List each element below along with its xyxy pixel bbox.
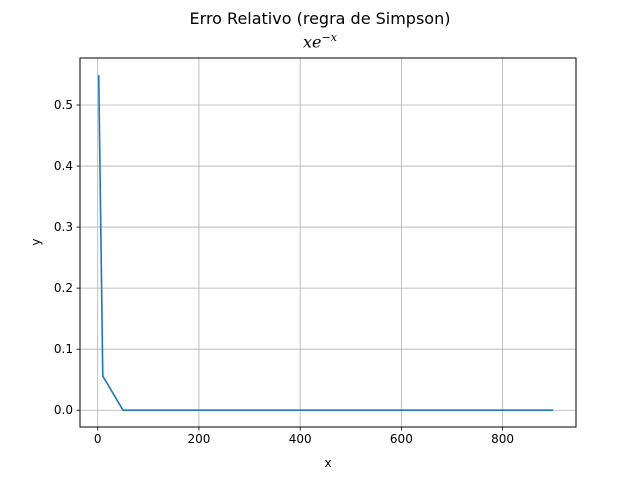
y-tick-label: 0.2 <box>54 281 73 295</box>
y-tick-label: 0.5 <box>54 98 73 112</box>
subtitle-exponent: −x <box>321 31 337 44</box>
series-group <box>97 75 554 412</box>
axes-frame <box>79 57 577 428</box>
grid-lines <box>80 58 576 427</box>
y-tick-label: 0.1 <box>54 342 73 356</box>
x-tick-label: 600 <box>390 432 413 446</box>
y-tick-label: 0.0 <box>54 403 73 417</box>
y-ticks: 0.0 0.1 0.2 0.3 0.4 0.5 <box>54 98 80 417</box>
x-tick-label: 800 <box>491 432 514 446</box>
chart-subtitle: xe−x <box>0 31 640 51</box>
x-tick-label: 0 <box>94 432 102 446</box>
chart-title: Erro Relativo (regra de Simpson) <box>189 9 451 28</box>
x-ticks: 0 200 400 600 800 <box>94 427 514 446</box>
series-line <box>97 75 554 412</box>
y-axis-label: y <box>29 238 43 245</box>
x-tick-label: 400 <box>289 432 312 446</box>
subtitle-base: xe <box>303 32 322 52</box>
y-tick-label: 0.4 <box>54 159 73 173</box>
x-axis-label: x <box>324 456 331 470</box>
x-tick-label: 200 <box>187 432 210 446</box>
y-tick-label: 0.3 <box>54 220 73 234</box>
